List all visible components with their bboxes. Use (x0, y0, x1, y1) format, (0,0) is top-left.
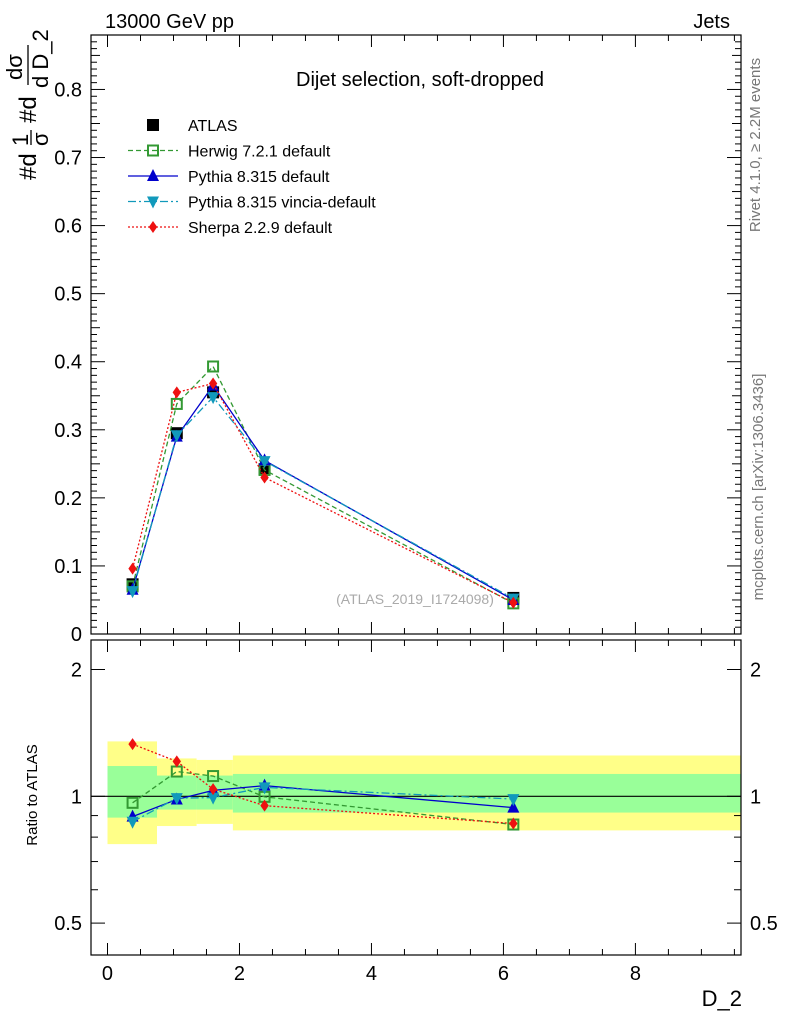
data-point-sherpa-2-2-9-default (128, 562, 137, 575)
ratio-point-pythia-8-315-vincia-default (258, 782, 271, 795)
ratio-y-tick-label-right: 0.5 (750, 913, 778, 935)
ratio-point-sherpa-2-2-9-default (208, 783, 218, 796)
green-band-3 (232, 773, 741, 813)
ratio-y-tick-label: 1 (71, 786, 82, 808)
main-y-tick-label: 0.8 (54, 79, 82, 101)
energy-label: 13000 GeV pp (105, 11, 234, 33)
legend-marker-herwig-7-2-1-default (147, 144, 159, 157)
axis-ticks (91, 34, 741, 955)
x-axis-label: D_2 (702, 986, 742, 1011)
tick-labels: 0 2 4 6 8 0 0.1 0.2 0.3 0.4 0.5 0.6 0.7 0.8 0.5 0.5 1 1 2 2 (54, 79, 778, 985)
analysis-id-label: (ATLAS_2019_I1724098) (336, 591, 494, 607)
legend-label-atlas: ATLAS (188, 118, 238, 135)
uncertainty-bands (91, 741, 741, 845)
data-point-pythia-8-315-vincia-default (126, 586, 139, 599)
main-y-tick-label: 0.1 (54, 556, 82, 578)
main-y-tick-label: 0 (71, 624, 82, 646)
y-label-part-4: #d (15, 96, 42, 123)
ratio-point-herwig-7-2-1-default (126, 796, 139, 809)
main-y-tick-label: 0.6 (54, 216, 82, 238)
main-y-tick-label: 0.4 (54, 352, 82, 374)
legend-label-sherpa-2-2-9-default: Sherpa 2.2.9 default (188, 220, 333, 237)
ratio-point-pythia-8-315-vincia-default (170, 793, 183, 806)
ratio-point-sherpa-2-2-9-default (172, 755, 181, 768)
legend: ATLAS Herwig 7.2.1 default Pythia 8.315 de… (128, 118, 376, 237)
data-point-pythia-8-315-vincia-default (170, 430, 183, 443)
ratio-plot-frame (90, 639, 742, 956)
legend-marker-sherpa-2-2-9-default (148, 221, 158, 233)
y-label-part-1: #d (15, 153, 42, 180)
ratio-y-tick-label-right: 2 (750, 660, 761, 682)
main-y-tick-label: 0.2 (54, 488, 82, 510)
y-label-part-3: σ (28, 132, 53, 146)
ratio-y-axis-label: Ratio to ATLAS (24, 744, 41, 845)
ratio-point-pythia-8-315-default (507, 800, 520, 813)
main-y-axis-label: #d 1 σ #d dσ d D_2 (2, 29, 53, 180)
category-label: Jets (693, 11, 730, 33)
x-tick-label: 8 (630, 963, 641, 985)
legend-label-herwig-7-2-1-default: Herwig 7.2.1 default (188, 144, 331, 161)
main-y-tick-label: 0.5 (54, 284, 82, 306)
series-ratio-panel (126, 738, 520, 831)
legend-label-pythia-8-315-default: Pythia 8.315 default (188, 169, 330, 186)
data-point-herwig-7-2-1-default (207, 360, 220, 373)
ratio-point-pythia-8-315-vincia-default (126, 816, 139, 829)
series-line-sherpa-2-2-9-default (131, 382, 514, 604)
data-point-pythia-8-315-vincia-default (207, 392, 220, 405)
ratio-y-tick-label: 2 (71, 660, 82, 682)
chart-title: Dijet selection, soft-dropped (296, 69, 544, 91)
series-line-herwig-7-2-1-default (131, 365, 514, 604)
ratio-point-pythia-8-315-vincia-default (207, 792, 220, 805)
legend-marker-atlas (147, 119, 159, 131)
x-tick-label: 0 (102, 963, 113, 985)
x-tick-label: 6 (498, 963, 509, 985)
main-y-tick-label: 0.7 (54, 148, 82, 170)
ratio-y-tick-label: 0.5 (54, 913, 82, 935)
data-point-sherpa-2-2-9-default (509, 596, 518, 609)
data-point-sherpa-2-2-9-default (260, 471, 269, 484)
ratio-point-herwig-7-2-1-default (207, 770, 220, 783)
main-y-tick-label: 0.3 (54, 420, 82, 442)
legend-marker-pythia-8-315-default (147, 169, 159, 181)
ratio-point-sherpa-2-2-9-default (509, 817, 518, 830)
legend-label-pythia-8-315-vincia-default: Pythia 8.315 vincia-default (188, 195, 376, 212)
ratio-y-tick-label-right: 1 (750, 786, 761, 808)
data-point-sherpa-2-2-9-default (208, 377, 218, 390)
data-point-sherpa-2-2-9-default (172, 386, 181, 399)
y-label-part-5: dσ (2, 54, 27, 80)
x-tick-label: 4 (366, 963, 377, 985)
ratio-point-sherpa-2-2-9-default (128, 738, 137, 751)
ratio-point-pythia-8-315-vincia-default (507, 794, 520, 807)
ratio-line-herwig-7-2-1-default (132, 770, 514, 826)
y-label-part-2: 1 (8, 134, 33, 146)
y-label-part-6: d D_2 (28, 29, 53, 88)
data-point-pythia-8-315-vincia-default (258, 456, 271, 469)
series-main-panel (126, 360, 520, 610)
side-label-site: mcplots.cern.ch [arXiv:1306.3436] (750, 374, 767, 601)
data-point-herwig-7-2-1-default (170, 397, 183, 410)
ratio-point-sherpa-2-2-9-default (260, 799, 269, 812)
side-label-rivet: Rivet 4.1.0, ≥ 2.2M events (747, 58, 764, 232)
x-tick-label: 2 (234, 963, 245, 985)
legend-marker-pythia-8-315-vincia-default (147, 196, 159, 209)
